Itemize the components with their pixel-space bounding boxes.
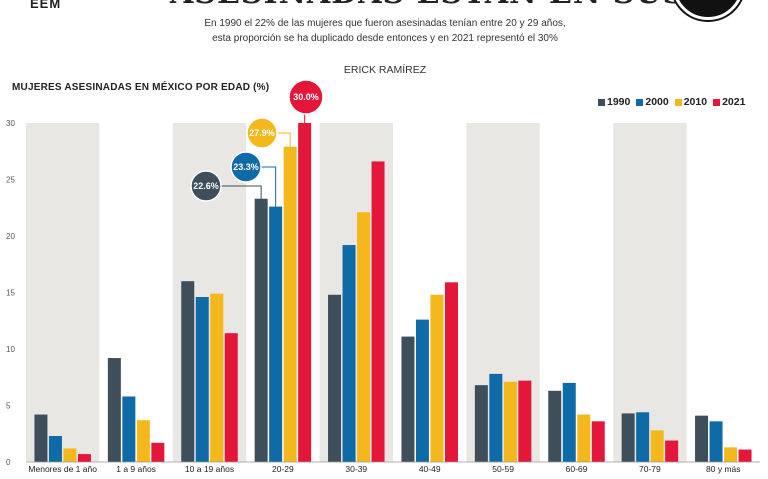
legend-label-1990: 1990 [607, 96, 631, 108]
bar [415, 319, 429, 462]
chart-title: MUJERES ASESINADAS EN MÉXICO POR EDAD (%… [12, 82, 270, 93]
callout-leader [277, 132, 291, 147]
callout-label: 22.6% [193, 181, 219, 191]
headline: ASESINADAS ESTÁN EN SUS 20 [170, 0, 739, 11]
bar [48, 436, 62, 462]
bar [695, 415, 709, 462]
bar [371, 161, 385, 463]
legend-item-2000: 2000 [636, 96, 669, 108]
subtitle-line-1: En 1990 el 22% de las mujeres que fueron… [204, 18, 566, 29]
subtitle-line-2: esta proporción se ha duplicado desde en… [212, 33, 558, 44]
bar [34, 414, 48, 462]
bar [298, 123, 312, 462]
callout-label: 23.3% [233, 162, 259, 172]
x-tick-label: 1 a 9 años [116, 464, 156, 474]
legend-item-2010: 2010 [674, 96, 708, 108]
x-tick-label: 10 a 19 años [185, 464, 234, 474]
legend-swatch-2021 [713, 98, 721, 106]
x-tick-label: 60-69 [566, 464, 588, 474]
bar [210, 293, 224, 462]
y-tick-label: 25 [6, 176, 15, 185]
logo: EEM [30, 0, 62, 11]
bar [195, 297, 209, 462]
callout-bubble [246, 117, 278, 149]
legend-item-1990: 1990 [598, 96, 630, 108]
bar [724, 447, 738, 462]
bar [430, 294, 444, 462]
y-tick-label: 5 [6, 402, 11, 411]
callout-bubble [288, 79, 324, 115]
bar [181, 281, 195, 462]
bar [503, 381, 517, 462]
bar [63, 448, 77, 462]
legend-label-2000: 2000 [645, 96, 669, 108]
bar [621, 413, 635, 462]
legend-swatch-2010 [674, 98, 682, 106]
y-tick-label: 15 [6, 289, 15, 298]
bar [738, 449, 752, 462]
legend-label-2010: 2010 [683, 96, 708, 108]
x-tick-label: 30-39 [345, 464, 367, 474]
x-tick-label: 70-79 [639, 464, 661, 474]
x-tick-label: 80 y más [706, 464, 741, 474]
callout-leader [221, 185, 262, 199]
bar [107, 358, 121, 462]
bar [562, 382, 576, 462]
bar [224, 333, 238, 462]
y-tick-label: 0 [6, 458, 11, 467]
legend-swatch-1990 [598, 98, 605, 106]
bar [254, 198, 268, 462]
bar [709, 421, 723, 462]
callout-bubble [230, 151, 262, 183]
y-tick-label: 10 [6, 345, 15, 354]
callout-label: 30.0% [293, 92, 319, 102]
y-tick-label: 30 [6, 119, 15, 128]
bar [577, 414, 591, 462]
bar [283, 146, 297, 463]
bar [636, 412, 650, 462]
bar [489, 373, 503, 462]
bar [474, 385, 488, 462]
bar [77, 454, 91, 462]
bar [357, 212, 371, 462]
bar [401, 336, 415, 462]
legend-swatch-2000 [636, 98, 644, 106]
bar [136, 420, 150, 462]
x-tick-label: 40-49 [419, 464, 441, 474]
legend-item-2021: 2021 [713, 96, 745, 108]
callout-leader [261, 166, 277, 207]
y-tick-label: 20 [6, 232, 15, 241]
callout-label: 27.9% [249, 128, 275, 138]
bar [650, 430, 664, 462]
author: ERICK RAMÍREZ [343, 64, 427, 76]
subtitle: En 1990 el 22% de las mujeres que fueron… [150, 16, 620, 46]
bar [665, 440, 679, 462]
column-band [613, 123, 687, 462]
legend: 1990 2000 2010 2021 [598, 96, 745, 108]
bar [591, 421, 605, 462]
legend-label-2021: 2021 [722, 96, 746, 108]
x-tick-label: 20-29 [272, 464, 294, 474]
bar [518, 380, 532, 462]
bar [444, 282, 458, 462]
bar [328, 294, 342, 462]
callout-bubble [190, 170, 222, 202]
column-band [26, 123, 100, 462]
bar [342, 245, 356, 462]
bar [548, 390, 562, 462]
x-tick-label: 50-59 [492, 464, 514, 474]
bar [151, 442, 165, 462]
x-tick-label: Menores de 1 año [28, 464, 97, 474]
bar [122, 396, 136, 462]
bar [269, 206, 283, 462]
